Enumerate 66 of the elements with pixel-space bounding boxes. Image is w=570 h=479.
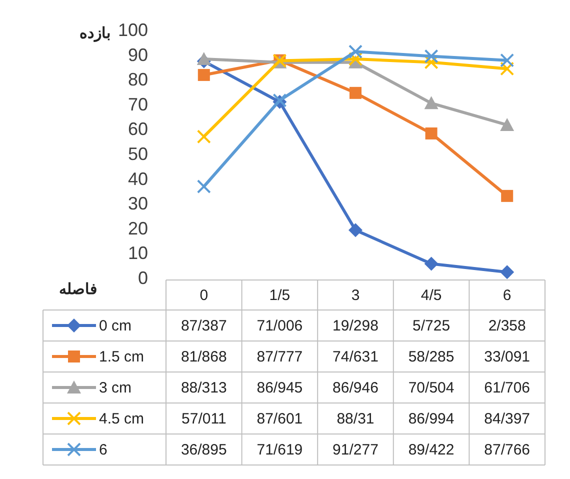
data-label: 86/994 bbox=[408, 410, 454, 428]
data-label: 84/397 bbox=[484, 410, 530, 428]
y-tick-label: 10 bbox=[128, 243, 148, 264]
y-tick-label: 100 bbox=[118, 20, 148, 40]
data-label: 74/631 bbox=[332, 348, 378, 366]
y-tick-label: 90 bbox=[128, 44, 148, 65]
y-tick-label: 30 bbox=[128, 194, 148, 214]
y-tick-label: 0 bbox=[138, 268, 148, 288]
data-label: 70/504 bbox=[408, 380, 454, 396]
data-label: 61/706 bbox=[484, 380, 530, 396]
data-label: 36/895 bbox=[180, 442, 227, 458]
data-label: 87/777 bbox=[256, 348, 303, 366]
data-label: 5/725 bbox=[412, 318, 450, 334]
x-tick-label: 4/5 bbox=[420, 287, 442, 304]
data-label: 88/31 bbox=[336, 410, 374, 428]
point bbox=[424, 256, 438, 271]
point bbox=[424, 49, 438, 64]
data-label: 19/298 bbox=[332, 318, 378, 334]
y-tick-label: 20 bbox=[128, 218, 148, 238]
data-label: 57/011 bbox=[182, 410, 226, 428]
point bbox=[348, 44, 362, 59]
point bbox=[350, 86, 362, 99]
data-label: 87/766 bbox=[484, 442, 530, 458]
data-label: 86/945 bbox=[256, 380, 303, 396]
y-axis-title: بازده bbox=[80, 25, 110, 42]
y-tick-label: 40 bbox=[128, 168, 148, 189]
data-label: 89/422 bbox=[408, 442, 454, 458]
legend-label: 1.5 cm bbox=[99, 348, 144, 366]
y-tick-label: 50 bbox=[128, 144, 148, 164]
legend-label: 3 cm bbox=[99, 380, 132, 396]
point bbox=[500, 53, 514, 68]
x-tick-label: 1/5 bbox=[269, 287, 290, 304]
point bbox=[425, 127, 438, 140]
point bbox=[348, 52, 362, 66]
data-label: 81/868 bbox=[180, 348, 227, 366]
data-label: 87/387 bbox=[180, 318, 227, 334]
x-tick-label: 3 bbox=[351, 287, 360, 304]
data-label: 58/285 bbox=[408, 348, 454, 366]
point bbox=[501, 190, 514, 202]
data-label: 86/946 bbox=[332, 380, 378, 396]
point bbox=[424, 96, 438, 110]
legend-label: 6 bbox=[99, 442, 108, 458]
legend-label: 4.5 cm bbox=[99, 410, 144, 428]
data-label: 91/277 bbox=[332, 442, 378, 458]
point bbox=[196, 130, 211, 144]
data-label: 2/358 bbox=[488, 318, 526, 334]
y-tick-label: 70 bbox=[128, 94, 148, 114]
x-tick-label: 6 bbox=[502, 287, 512, 304]
data-label: 71/006 bbox=[256, 318, 303, 334]
y-tick-label: 60 bbox=[128, 119, 148, 140]
data-label: 87/601 bbox=[256, 410, 303, 428]
legend-label: 0 cm bbox=[99, 318, 132, 334]
data-label: 88/313 bbox=[180, 380, 227, 396]
x-tick-label: 0 bbox=[200, 287, 208, 304]
y-tick-label: 80 bbox=[128, 70, 148, 90]
point bbox=[196, 52, 211, 65]
point bbox=[196, 180, 211, 194]
x-axis-title: فاصله bbox=[59, 281, 97, 298]
point bbox=[500, 118, 514, 131]
point bbox=[348, 223, 362, 238]
data-label: 33/091 bbox=[484, 348, 530, 366]
point bbox=[198, 68, 210, 81]
point bbox=[500, 265, 514, 280]
data-label: 71/619 bbox=[256, 442, 303, 458]
point bbox=[500, 62, 514, 76]
point bbox=[424, 55, 438, 70]
